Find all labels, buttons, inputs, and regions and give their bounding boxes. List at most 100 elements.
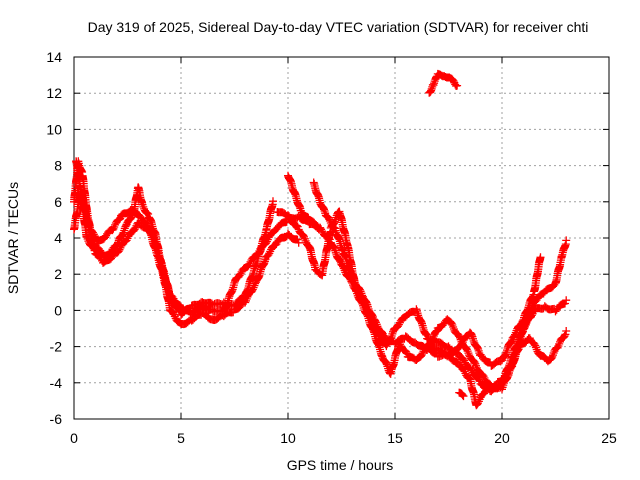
y-tick-label: 4 bbox=[54, 230, 62, 246]
data-point-trace-3-1 bbox=[76, 183, 93, 231]
data-point-trace-7-11 bbox=[536, 253, 545, 262]
y-tick-label: -6 bbox=[50, 411, 63, 427]
data-point-trace-3-10 bbox=[166, 291, 184, 310]
data-point-trace-4-1 bbox=[290, 188, 305, 213]
data-point-trace-3-16 bbox=[232, 261, 253, 282]
data-point-trace-4-2 bbox=[296, 206, 313, 222]
data-point-trace-7-7 bbox=[498, 336, 517, 365]
data-point-trace-2-19 bbox=[251, 253, 270, 287]
data-series bbox=[70, 69, 571, 410]
data-point-trace-5-14 bbox=[444, 316, 463, 340]
data-point-trace-7-10 bbox=[530, 254, 545, 296]
data-point-trace-4-19 bbox=[465, 363, 484, 386]
data-point-trace-6-1 bbox=[284, 211, 302, 231]
series-trace-5 bbox=[309, 178, 571, 394]
data-point-trace-3-11 bbox=[177, 302, 195, 317]
data-point-trace-6-9 bbox=[352, 287, 369, 314]
data-point-trace-3-6 bbox=[127, 205, 146, 223]
y-tick-label: 0 bbox=[54, 302, 62, 318]
data-point-trace-2-20 bbox=[262, 240, 281, 261]
y-tick-label: 2 bbox=[54, 266, 62, 282]
y-tick-label: 8 bbox=[54, 158, 62, 174]
data-point-trace-7-5 bbox=[476, 350, 495, 367]
data-point-trace-7-6 bbox=[487, 357, 505, 370]
data-point-trace-1-26 bbox=[269, 197, 277, 206]
y-tick-label: -4 bbox=[50, 375, 63, 391]
data-point-trace-2-18 bbox=[241, 279, 260, 307]
data-point-trace-1-7 bbox=[112, 220, 131, 251]
x-tick-label: 5 bbox=[177, 430, 185, 446]
data-point-trace-5-21 bbox=[519, 307, 538, 334]
data-point-trace-3-7 bbox=[138, 216, 157, 237]
data-point-trace-6-23 bbox=[480, 380, 501, 396]
data-point-trace-2-5 bbox=[112, 236, 131, 257]
data-point-trace-9-5 bbox=[453, 81, 462, 90]
data-point-trace-2-6 bbox=[123, 219, 142, 243]
data-point-trace-6-11 bbox=[369, 327, 386, 360]
data-point-trace-3-13 bbox=[198, 301, 216, 314]
y-tick-label: -2 bbox=[50, 339, 63, 355]
data-point-trace-6-14 bbox=[395, 338, 411, 358]
data-point-trace-3-15 bbox=[219, 275, 241, 316]
data-point-trace-6-31 bbox=[562, 327, 571, 335]
y-tick-label: 14 bbox=[46, 49, 62, 65]
data-point-trace-7-2 bbox=[444, 343, 462, 359]
data-point-trace-3-18 bbox=[258, 227, 279, 250]
chart-title: Day 319 of 2025, Sidereal Day-to-day VTE… bbox=[88, 19, 589, 35]
data-point-trace-4-29 bbox=[562, 236, 571, 245]
x-tick-label: 20 bbox=[494, 430, 510, 446]
data-point-trace-3-17 bbox=[245, 243, 266, 268]
series-trace-9 bbox=[425, 69, 462, 97]
data-point-trace-4-25 bbox=[530, 289, 548, 307]
data-point-trace-6-3 bbox=[305, 243, 320, 274]
data-point-trace-4-27 bbox=[551, 252, 566, 288]
series-trace-8 bbox=[455, 388, 468, 401]
y-tick-label: 12 bbox=[46, 85, 62, 101]
data-point-trace-2-4 bbox=[100, 248, 120, 267]
data-point-trace-5-1 bbox=[316, 198, 330, 220]
y-axis-title: SDTVAR / TECUs bbox=[5, 182, 21, 294]
data-point-trace-7-0 bbox=[423, 341, 441, 358]
data-point-trace-5-6 bbox=[358, 292, 377, 321]
data-point-trace-9-3 bbox=[440, 72, 454, 82]
data-point-trace-2-16 bbox=[219, 308, 238, 321]
data-point-trace-6-22 bbox=[472, 389, 488, 410]
data-point-trace-7-8 bbox=[508, 317, 527, 342]
data-point-trace-3-4 bbox=[108, 214, 125, 235]
data-point-trace-3-19 bbox=[271, 217, 291, 235]
data-point-trace-2-2 bbox=[82, 233, 99, 255]
data-point-trace-4-13 bbox=[401, 307, 420, 321]
data-point-trace-4-26 bbox=[540, 280, 559, 296]
data-point-trace-7-4 bbox=[465, 328, 484, 360]
data-point-trace-3-8 bbox=[149, 229, 166, 267]
x-tick-label: 10 bbox=[280, 430, 296, 446]
data-point-trace-6-7 bbox=[335, 207, 352, 250]
series-trace-7 bbox=[423, 253, 545, 370]
data-point-trace-4-0 bbox=[284, 171, 298, 196]
data-point-trace-5-16 bbox=[465, 352, 484, 377]
x-tick-label: 15 bbox=[387, 430, 403, 446]
data-point-trace-5-3 bbox=[331, 224, 348, 255]
data-point-trace-6-25 bbox=[504, 345, 523, 379]
data-point-trace-3-12 bbox=[187, 304, 206, 319]
data-point-trace-1-20 bbox=[209, 299, 227, 309]
x-tick-label: 25 bbox=[601, 430, 617, 446]
data-point-trace-5-10 bbox=[401, 332, 420, 347]
data-point-trace-1-11 bbox=[138, 200, 153, 218]
data-point-trace-6-27 bbox=[525, 334, 544, 359]
data-point-trace-4-12 bbox=[391, 313, 409, 333]
axis-ticks: 0 5 10 15 20 25 -6 -4 -2 0 2 4 6 8 10 12 14 bbox=[46, 49, 617, 446]
data-point-trace-5-7 bbox=[369, 315, 388, 340]
data-point-trace-5-25 bbox=[562, 296, 571, 305]
data-point-trace-3-9 bbox=[157, 262, 174, 300]
data-point-trace-4-28 bbox=[557, 240, 570, 261]
data-point-trace-4-14 bbox=[412, 305, 431, 339]
data-point-trace-2-23 bbox=[294, 238, 303, 247]
data-point-trace-1-10 bbox=[134, 183, 147, 207]
data-point-trace-2-11 bbox=[166, 306, 185, 327]
data-point-trace-6-8 bbox=[343, 243, 361, 296]
data-point-trace-8-1 bbox=[459, 392, 468, 401]
data-point-trace-6-5 bbox=[318, 227, 335, 280]
data-point-trace-8-0 bbox=[455, 388, 467, 400]
data-point-trace-6-2 bbox=[294, 225, 313, 251]
